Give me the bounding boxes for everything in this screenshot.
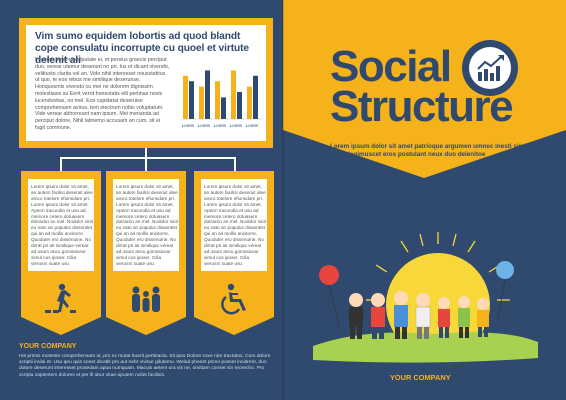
people-group [349, 291, 489, 339]
chart-bar [215, 81, 220, 119]
chart-bar [189, 81, 194, 119]
chart-bar [205, 70, 210, 119]
card-text: Lorem ipsum dolor sit amet, an autem fac… [31, 184, 94, 267]
intro-panel: Vim sumo equidem lobortis ad quod blandt… [19, 18, 273, 148]
cover-subtitle: Lorem ipsum dolor sit amet patrioque arg… [330, 143, 541, 158]
chart-bar [183, 75, 188, 119]
card-text: Lorem ipsum dolor sit amet, an autem fac… [204, 184, 267, 267]
info-card-1: Lorem ipsum dolor sit amet, an autem fac… [21, 171, 101, 337]
company-name-right: YOUR COMPANY [390, 373, 451, 382]
chart-bar [221, 97, 226, 119]
chart-bar [231, 70, 236, 119]
connector-bar [60, 157, 236, 159]
intro-body: In usum aeterno vulputate ei, et persius… [35, 57, 170, 131]
chart-tick-label: Lorem [246, 123, 259, 128]
chart-tick-label: Lorem [230, 123, 243, 128]
chart-bar [247, 86, 252, 119]
chart-bar [199, 86, 204, 119]
sun-shape [386, 253, 490, 357]
cover-background [283, 130, 566, 400]
grass-hill [313, 332, 538, 363]
chart-tick-label: Lorem [214, 123, 227, 128]
balloons [319, 261, 514, 326]
title-line-1: Social [330, 42, 452, 91]
intro-card: Vim sumo equidem lobortis ad quod blandt… [26, 25, 266, 141]
chart-tick-label: Lorem [198, 123, 211, 128]
sun-rays [366, 232, 510, 301]
connector-right [234, 157, 236, 171]
intro-headline: Vim sumo equidem lobortis ad quod blandt… [35, 31, 249, 66]
family-group-icon [132, 286, 160, 312]
connector-stem [145, 148, 147, 158]
growth-chart-icon [477, 55, 504, 81]
growth-badge [462, 40, 518, 96]
bar-chart: Lorem Lorem Lorem Lorem Lorem [181, 70, 263, 128]
wheelchair-icon [221, 283, 246, 315]
connector-left [60, 157, 62, 171]
chart-tick-label: Lorem [182, 123, 195, 128]
connector-center [145, 157, 147, 171]
chart-bar [253, 75, 258, 119]
info-card-2: Lorem ipsum dolor sit amet, an autem fac… [106, 171, 186, 337]
page-fold [282, 0, 284, 400]
left-page: Vim sumo equidem lobortis ad quod blandt… [19, 18, 274, 378]
chart-bar [237, 92, 242, 119]
footer-text: His primis molestie comprehensam ut, pro… [19, 354, 271, 378]
card-text: Lorem ipsum dolor sit amet, an autem fac… [116, 184, 179, 267]
company-name-left: YOUR COMPANY [19, 343, 77, 350]
info-card-3: Lorem ipsum dolor sit amet, an autem fac… [194, 171, 274, 337]
pedestrian-crossing-icon [45, 283, 76, 313]
